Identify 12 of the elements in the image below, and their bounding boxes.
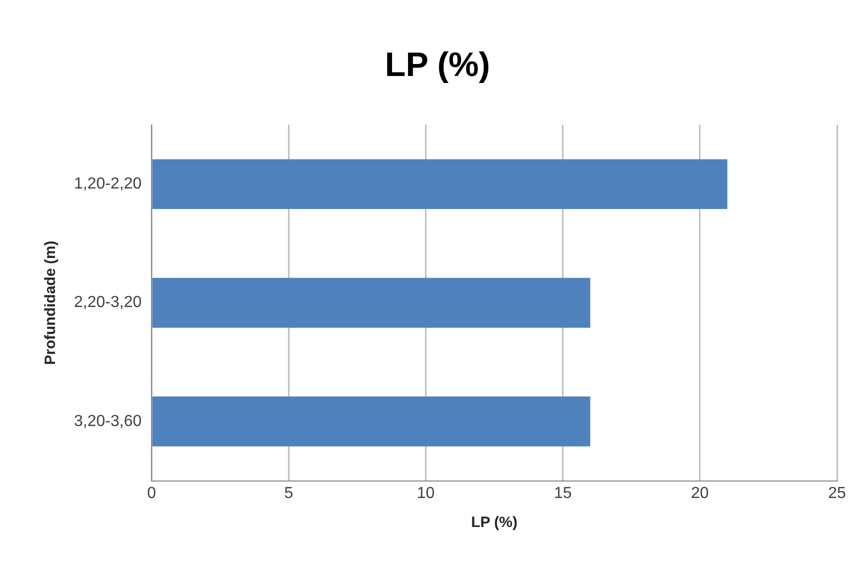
x-tick-label: 25 (828, 484, 846, 502)
y-tick-label: 3,20-3,60 (74, 412, 142, 430)
x-tick-label: 5 (284, 484, 294, 502)
y-tick-label: 2,20-3,20 (74, 294, 142, 312)
y-axis-title: Profundidade (m) (42, 240, 60, 365)
y-tick-label: 1,20-2,20 (74, 176, 142, 193)
x-tick-label: 10 (416, 484, 435, 502)
x-tick-label: 20 (691, 484, 709, 502)
x-tick-label: 15 (554, 484, 572, 502)
x-tick-label: 0 (147, 484, 156, 502)
chart-title: LP (%) (384, 46, 490, 84)
x-axis-title: LP (%) (471, 514, 518, 532)
